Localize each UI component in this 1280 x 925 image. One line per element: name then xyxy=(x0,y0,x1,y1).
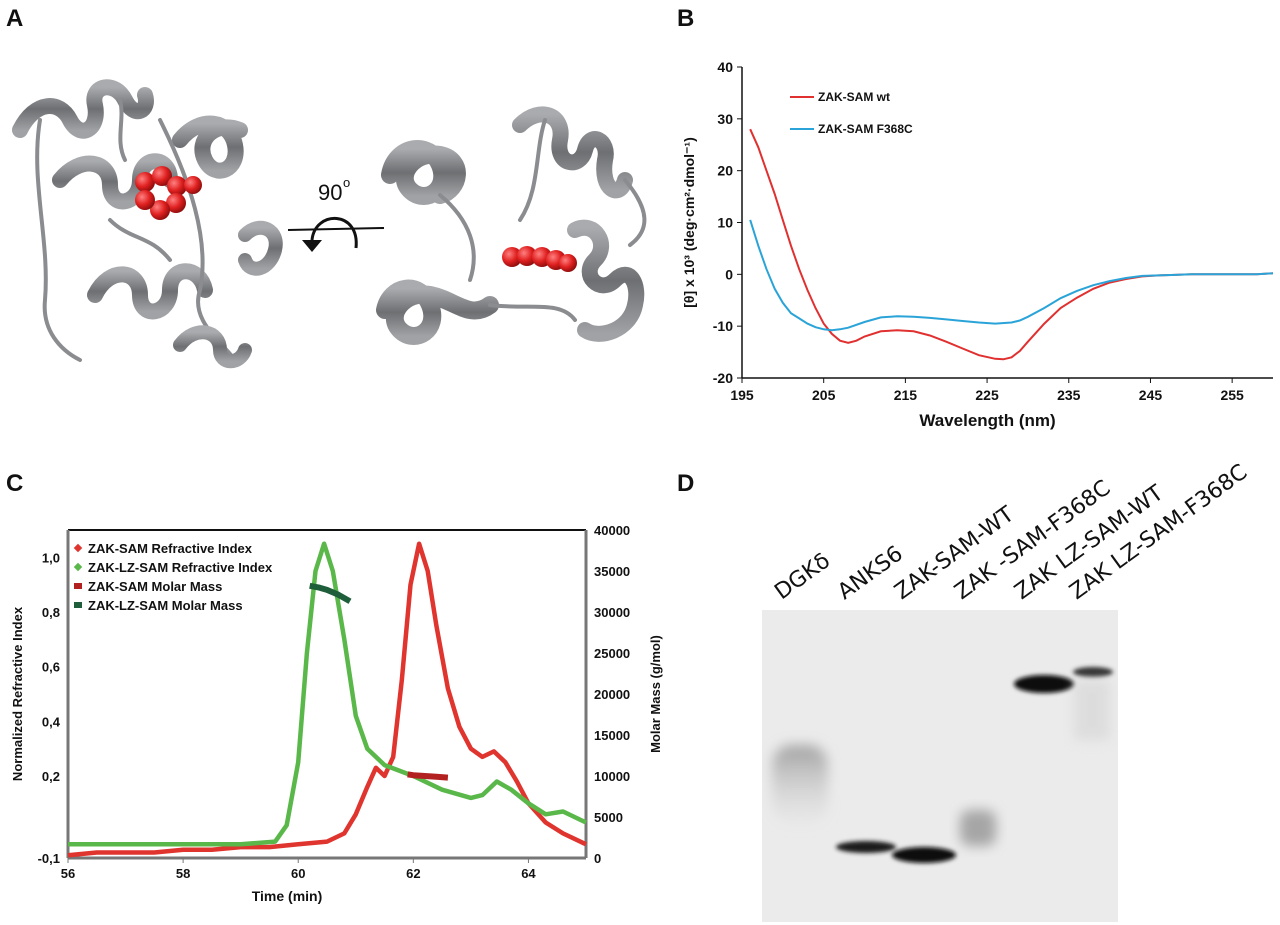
series-line xyxy=(68,541,587,847)
band-dgk-smear xyxy=(772,745,828,825)
helix-right-2 xyxy=(376,279,499,345)
band-zak-lz-sam-f368c xyxy=(1073,667,1113,677)
y2-tick-label: 5000 xyxy=(594,810,623,825)
legend-label: ZAK-SAM Refractive Index xyxy=(88,541,253,556)
loop-right-3 xyxy=(488,303,577,322)
legend-label: ZAK-SAM wt xyxy=(818,90,890,104)
legend-marker xyxy=(73,562,83,572)
x-axis-label: Time (min) xyxy=(252,888,323,904)
panel-a-structure: 90 o xyxy=(12,79,647,369)
rotation-label: 90 xyxy=(318,180,342,205)
rotation-indicator: 90 o xyxy=(287,175,385,252)
series-line xyxy=(407,771,449,781)
y-tick-label: 0,6 xyxy=(42,660,60,675)
y2-tick-label: 0 xyxy=(594,851,601,866)
y2-tick-label: 30000 xyxy=(594,605,630,620)
helix-left-6 xyxy=(173,325,252,369)
x-tick-label: 225 xyxy=(975,387,999,403)
x-tick-label: 255 xyxy=(1220,387,1244,403)
band-zak-sam-f368c xyxy=(960,810,996,846)
panel-letter-a: A xyxy=(6,5,24,32)
helix-left-4 xyxy=(172,115,248,179)
helix-right-4 xyxy=(567,219,645,342)
loop-left-4 xyxy=(118,98,127,162)
x-tick-label: 56 xyxy=(61,866,75,881)
lane-label: DGKδ xyxy=(770,548,836,605)
y2-axis-label: Molar Mass (g/mol) xyxy=(648,635,663,753)
helix-left-3 xyxy=(87,263,213,320)
rotation-axis-line xyxy=(287,227,385,231)
y2-tick-label: 15000 xyxy=(594,728,630,743)
y-tick-label: -10 xyxy=(713,318,733,334)
loop-left-1 xyxy=(35,118,82,362)
loop-right-1 xyxy=(438,193,476,282)
y-tick-label: 0,2 xyxy=(42,769,60,784)
y-tick-label: 10 xyxy=(717,215,733,231)
x-tick-label: 60 xyxy=(291,866,305,881)
x-tick-label: 215 xyxy=(894,387,918,403)
panel-letter-b: B xyxy=(677,5,695,32)
series-line xyxy=(309,582,352,604)
series-line xyxy=(749,219,1274,332)
band-anks6 xyxy=(836,841,896,853)
sec-mals-chart: -0,1 0,2 0,4 0,6 0,8 1,0 0 5000 10000 15000 20000 2… xyxy=(10,523,663,904)
y-tick-label: 0 xyxy=(725,266,733,282)
helix-left-1 xyxy=(12,79,154,139)
rotation-degree-sup: o xyxy=(343,175,350,190)
legend-marker xyxy=(74,583,82,589)
y-axis-label: Normalized Refractive Index xyxy=(10,606,25,781)
panel-letter-d: D xyxy=(677,470,695,497)
legend-label: ZAK-SAM F368C xyxy=(818,122,913,136)
helix-right-1 xyxy=(381,140,466,205)
loop-right-4 xyxy=(623,178,647,247)
x-tick-label: 245 xyxy=(1139,387,1163,403)
y-tick-label: 20 xyxy=(717,163,733,179)
y-axis-label: [θ] x 10³ (deg·cm²·dmol⁻¹) xyxy=(681,137,697,308)
phenylalanine-spheres-right xyxy=(502,246,577,272)
y2-tick-label: 35000 xyxy=(594,564,630,579)
y-tick-label: 40 xyxy=(717,59,733,75)
molecule-right xyxy=(376,106,647,345)
x-tick-label: 205 xyxy=(812,387,836,403)
y2-tick-label: 40000 xyxy=(594,523,630,538)
x-tick-label: 195 xyxy=(730,387,754,403)
loop-left-3 xyxy=(108,218,172,262)
x-tick-label: 235 xyxy=(1057,387,1081,403)
x-tick-label: 64 xyxy=(521,866,536,881)
rotation-arrow-head-icon xyxy=(302,240,322,252)
western-blot-image xyxy=(762,610,1118,922)
helix-left-5 xyxy=(238,220,283,276)
y-tick-label: -0,1 xyxy=(38,851,60,866)
y-tick-label: -20 xyxy=(713,370,733,386)
x-axis-label: Wavelength (nm) xyxy=(919,411,1055,430)
y-tick-label: 1,0 xyxy=(42,550,60,565)
cd-spectra-chart: -20 -10 0 10 20 30 40 195 205 215 225 235 245 255 Wave… xyxy=(681,59,1274,430)
helix-left-2 xyxy=(52,153,178,210)
x-tick-label: 58 xyxy=(176,866,190,881)
legend-label: ZAK-LZ-SAM Refractive Index xyxy=(88,560,273,575)
legend-label: ZAK-LZ-SAM Molar Mass xyxy=(88,598,243,613)
y2-tick-label: 20000 xyxy=(594,687,630,702)
rotation-arrow-arc xyxy=(310,216,358,249)
helix-right-3 xyxy=(512,106,633,199)
legend-label: ZAK-SAM Molar Mass xyxy=(88,579,222,594)
band-zak-sam-wt xyxy=(892,847,956,863)
loop-right-2 xyxy=(518,118,547,222)
legend-marker xyxy=(74,602,82,608)
y-tick-label: 0,8 xyxy=(42,605,60,620)
y-tick-label: 0,4 xyxy=(42,714,61,729)
panel-letter-c: C xyxy=(6,470,24,497)
series-line xyxy=(749,128,1274,361)
x-tick-label: 62 xyxy=(406,866,420,881)
band-zak-lz-sam-wt xyxy=(1014,675,1074,693)
y2-tick-label: 25000 xyxy=(594,646,630,661)
lane-label: ANKS6 xyxy=(833,541,908,605)
y2-tick-label: 10000 xyxy=(594,769,630,784)
phenylalanine-spheres-left xyxy=(135,166,202,220)
band-zak-lz-sam-f368c-smear xyxy=(1074,680,1110,740)
y-tick-label: 30 xyxy=(717,111,733,127)
molecule-left xyxy=(12,79,283,369)
legend-marker xyxy=(73,543,83,553)
series-line xyxy=(67,541,587,858)
